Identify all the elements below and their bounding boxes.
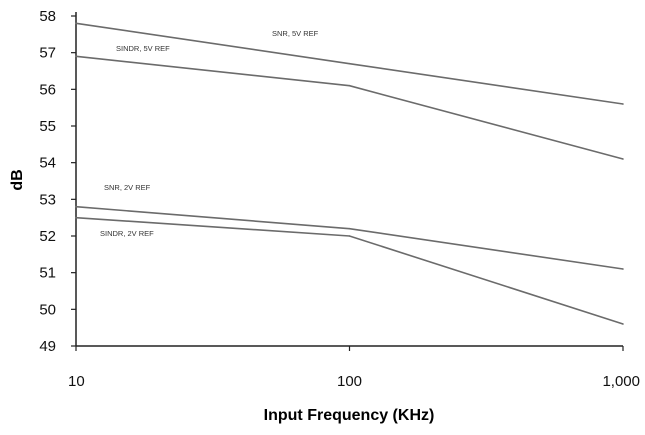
- data-point: [348, 235, 351, 237]
- y-tick-label: 55: [39, 118, 56, 135]
- y-tick-label: 49: [39, 338, 56, 355]
- series-labels: SNR, 5V REF SINDR, 5V REF SNR, 2V REF SINDR…: [100, 29, 319, 238]
- series-line: [75, 55, 624, 160]
- data-point: [75, 216, 77, 219]
- data-point: [348, 227, 351, 230]
- data-point: [622, 268, 624, 270]
- series-line: [75, 216, 624, 325]
- x-tick-label: 1,000: [602, 373, 640, 390]
- y-tick-label: 52: [39, 228, 56, 245]
- series-label: SNR, 5V REF: [272, 29, 319, 38]
- y-tick-label: 54: [39, 155, 56, 172]
- series-label: SNR, 2V REF: [104, 183, 151, 192]
- y-tick-label: 56: [39, 81, 56, 98]
- x-axis-ticks: 10 100 1,000: [68, 346, 640, 390]
- data-point: [75, 55, 77, 58]
- axes: [75, 12, 623, 347]
- data-point: [348, 84, 351, 87]
- y-tick-label: 57: [39, 45, 56, 62]
- data-point: [622, 323, 624, 325]
- x-tick-label: 10: [68, 373, 85, 390]
- x-axis-title: Input Frequency (KHz): [264, 407, 435, 424]
- x-tick-label: 100: [337, 373, 362, 390]
- series-lines: [75, 22, 624, 325]
- data-point: [622, 158, 624, 160]
- data-point: [75, 22, 77, 25]
- y-tick-label: 58: [39, 8, 56, 25]
- y-axis-title: dB: [9, 169, 26, 190]
- y-tick-label: 53: [39, 191, 56, 208]
- y-axis-ticks: 49 50 51 52 53 54 55 56 57 58: [39, 8, 76, 355]
- series-label: SINDR, 2V REF: [100, 229, 154, 238]
- data-point: [348, 62, 351, 65]
- y-tick-label: 51: [39, 265, 56, 282]
- series-line: [75, 205, 624, 270]
- data-point: [75, 205, 77, 208]
- series-label: SINDR, 5V REF: [116, 44, 170, 53]
- data-point: [622, 103, 624, 105]
- y-tick-label: 50: [39, 301, 56, 318]
